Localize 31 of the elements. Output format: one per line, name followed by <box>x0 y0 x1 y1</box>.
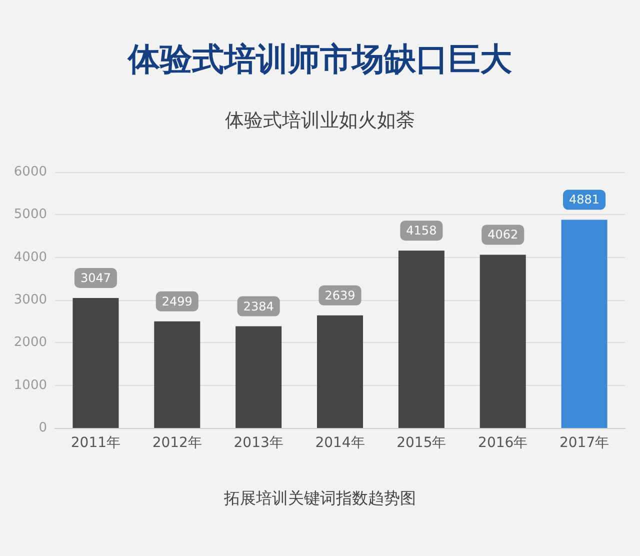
data-label: 4158 <box>406 224 437 238</box>
y-tick-label: 6000 <box>14 164 47 180</box>
bar <box>154 321 200 428</box>
bar <box>236 326 282 428</box>
x-tick-label: 2015年 <box>396 435 446 451</box>
data-label: 4881 <box>569 192 600 207</box>
data-label: 2639 <box>324 288 356 302</box>
x-tick-label: 2011年 <box>70 435 121 451</box>
x-tick-label: 2016年 <box>478 435 528 451</box>
bar <box>72 298 119 428</box>
chart-subtitle: 体验式培训业如火如荼 <box>225 110 415 132</box>
bar <box>398 250 444 428</box>
data-label: 2384 <box>243 299 274 314</box>
bar <box>561 220 608 428</box>
chart-title: 体验式培训师市场缺口巨大 <box>127 40 512 78</box>
y-tick-label: 4000 <box>14 250 47 265</box>
y-tick-label: 3000 <box>14 292 47 308</box>
data-label: 2499 <box>162 294 192 308</box>
x-tick-label: 2014年 <box>315 435 365 451</box>
bar <box>317 315 363 428</box>
y-tick-label: 1000 <box>14 378 47 393</box>
data-label: 3047 <box>80 270 111 285</box>
bar <box>480 254 526 428</box>
data-label: 4062 <box>488 228 518 242</box>
y-tick-label: 0 <box>38 420 47 436</box>
text: 拓展培训关键词指数趋势图 <box>223 488 416 508</box>
y-tick-label: 2000 <box>14 335 47 350</box>
x-tick-label: 2012年 <box>152 435 202 451</box>
x-tick-label: 2017年 <box>559 435 610 451</box>
y-tick-label: 5000 <box>14 207 47 222</box>
x-tick-label: 2013年 <box>234 435 284 451</box>
